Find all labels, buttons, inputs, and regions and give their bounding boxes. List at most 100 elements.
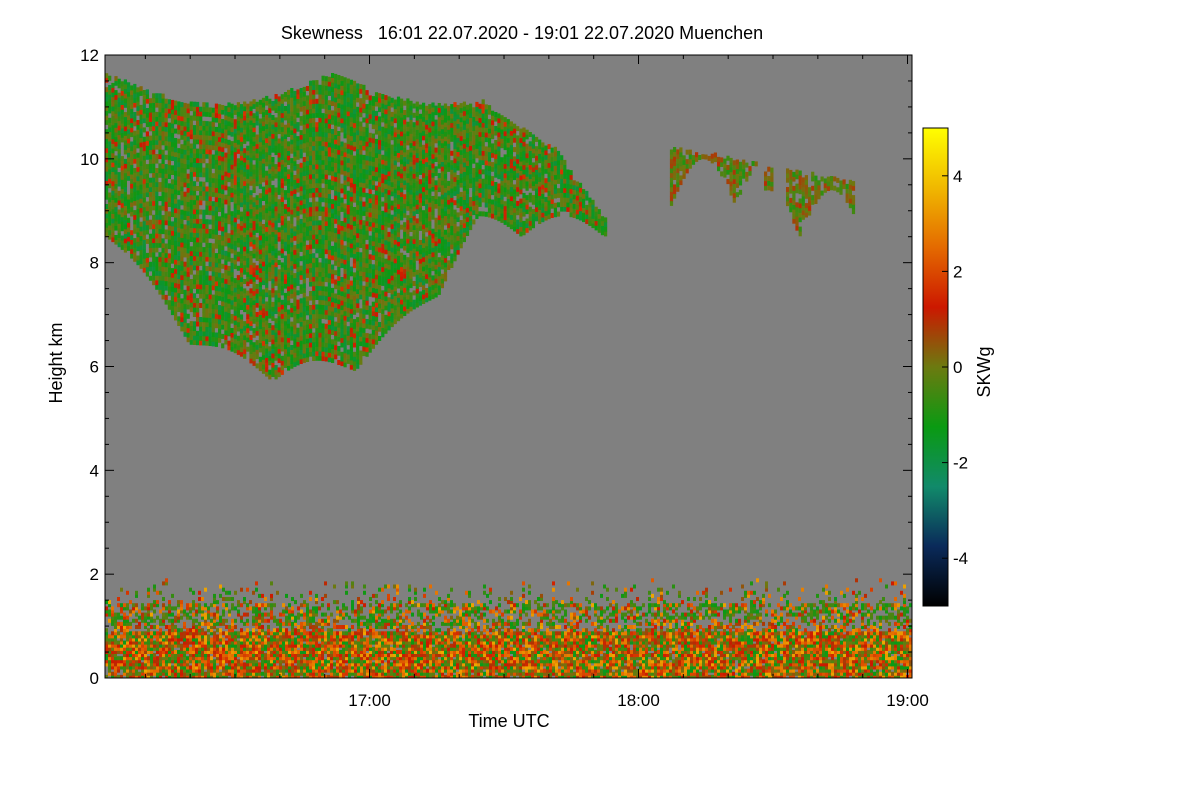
boundary-layer-cell [363, 656, 366, 661]
boundary-layer-cell [774, 640, 777, 645]
boundary-layer-cell [423, 668, 426, 673]
boundary-layer-cell [501, 665, 504, 670]
boundary-layer-cell [291, 674, 294, 678]
boundary-layer-cell [369, 603, 372, 608]
boundary-layer-cell [510, 656, 513, 661]
boundary-layer-cell [561, 600, 564, 605]
boundary-layer-cell [363, 584, 366, 589]
boundary-layer-cell [354, 656, 357, 661]
boundary-layer-cell [675, 637, 678, 642]
boundary-layer-cell [765, 646, 768, 651]
boundary-layer-cell [186, 612, 189, 617]
boundary-layer-cell [576, 631, 579, 636]
boundary-layer-cell [804, 662, 807, 667]
boundary-layer-cell [405, 634, 408, 639]
boundary-layer-cell [486, 650, 489, 654]
boundary-layer-cell [351, 600, 354, 605]
boundary-layer-cell [243, 600, 246, 605]
boundary-layer-cell [501, 634, 504, 639]
boundary-layer-cell [744, 643, 747, 648]
boundary-layer-cell [357, 634, 360, 639]
boundary-layer-cell [453, 606, 456, 611]
boundary-layer-cell [495, 612, 498, 617]
boundary-layer-cell [621, 640, 624, 645]
boundary-layer-cell [546, 650, 549, 654]
boundary-layer-cell [585, 612, 588, 617]
boundary-layer-cell [477, 671, 480, 676]
boundary-layer-cell [681, 668, 684, 673]
boundary-layer-cell [159, 634, 162, 639]
boundary-layer-cell [726, 650, 729, 654]
boundary-layer-cell [318, 637, 321, 642]
boundary-layer-cell [321, 634, 324, 639]
boundary-layer-cell [681, 653, 684, 658]
boundary-layer-cell [378, 656, 381, 661]
boundary-layer-cell [423, 631, 426, 636]
boundary-layer-cell [609, 603, 612, 608]
boundary-layer-cell [390, 665, 393, 670]
boundary-layer-cell [783, 662, 786, 667]
boundary-layer-cell [363, 631, 366, 636]
boundary-layer-cell [543, 674, 546, 678]
boundary-layer-cell [420, 671, 423, 676]
boundary-layer-cell [570, 659, 573, 664]
boundary-layer-cell [468, 609, 471, 614]
boundary-layer-cell [198, 603, 201, 608]
boundary-layer-cell [165, 668, 168, 673]
boundary-layer-cell [498, 650, 501, 654]
boundary-layer-cell [186, 603, 189, 608]
boundary-layer-cell [210, 659, 213, 664]
boundary-layer-cell [468, 631, 471, 636]
boundary-layer-cell [717, 606, 720, 611]
boundary-layer-cell [258, 618, 261, 623]
boundary-layer-cell [246, 643, 249, 648]
boundary-layer-cell [108, 640, 111, 645]
boundary-layer-cell [105, 631, 108, 636]
boundary-layer-cell [759, 634, 762, 639]
boundary-layer-cell [294, 650, 297, 654]
boundary-layer-cell [714, 597, 717, 601]
boundary-layer-cell [429, 653, 432, 658]
boundary-layer-cell [432, 665, 435, 670]
boundary-layer-cell [147, 587, 150, 592]
boundary-layer-cell [252, 646, 255, 651]
boundary-layer-cell [789, 674, 792, 678]
boundary-layer-cell [318, 628, 321, 633]
boundary-layer-cell [765, 671, 768, 676]
boundary-layer-cell [210, 637, 213, 642]
boundary-layer-cell [309, 646, 312, 651]
boundary-layer-cell [375, 668, 378, 673]
boundary-layer-cell [456, 618, 459, 623]
boundary-layer-cell [306, 612, 309, 617]
boundary-layer-cell [216, 612, 219, 617]
boundary-layer-cell [750, 646, 753, 651]
boundary-layer-cell [813, 609, 816, 614]
boundary-layer-cell [255, 671, 258, 676]
boundary-layer-cell [720, 631, 723, 636]
boundary-layer-cell [261, 615, 264, 620]
boundary-layer-cell [441, 643, 444, 648]
boundary-layer-cell [201, 665, 204, 670]
boundary-layer-cell [300, 637, 303, 642]
boundary-layer-cell [186, 615, 189, 620]
boundary-layer-cell [672, 640, 675, 645]
boundary-layer-cell [486, 662, 489, 667]
boundary-layer-cell [798, 606, 801, 611]
boundary-layer-cell [207, 668, 210, 673]
boundary-layer-cell [618, 643, 621, 648]
boundary-layer-cell [780, 618, 783, 623]
boundary-layer-cell [135, 674, 138, 678]
boundary-layer-cell [228, 668, 231, 673]
boundary-layer-cell [699, 659, 702, 664]
boundary-layer-cell [246, 665, 249, 670]
boundary-layer-cell [702, 656, 705, 661]
boundary-layer-cell [615, 618, 618, 623]
boundary-layer-cell [240, 587, 243, 592]
boundary-layer-cell [477, 600, 480, 605]
boundary-layer-cell [348, 646, 351, 651]
boundary-layer-cell [138, 643, 141, 648]
boundary-layer-cell [807, 603, 810, 608]
boundary-layer-cell [192, 640, 195, 645]
boundary-layer-cell [489, 671, 492, 676]
boundary-layer-cell [705, 600, 708, 605]
